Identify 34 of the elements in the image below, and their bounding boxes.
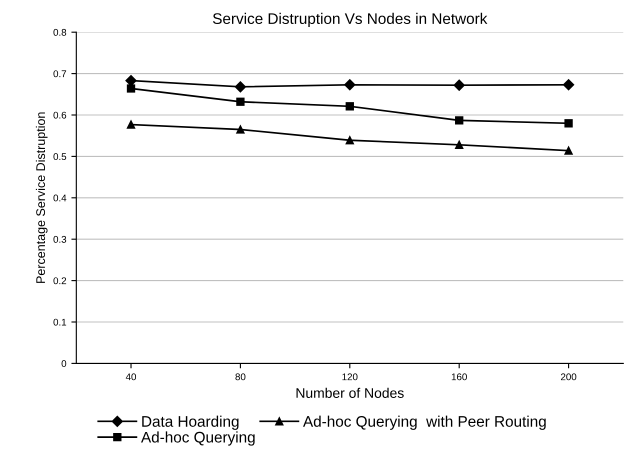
legend-label: Ad-hoc Querying with Peer Routing	[303, 416, 546, 430]
point	[562, 79, 574, 90]
point	[236, 98, 245, 106]
legend-label: Ad-hoc Querying	[141, 431, 255, 446]
point	[564, 146, 573, 155]
y-tick-label: 0.5	[53, 153, 66, 160]
x-tick-label: 80	[235, 373, 246, 380]
y-tick-label: 0.3	[53, 236, 66, 243]
y-tick-label: 0.7	[53, 70, 66, 78]
point	[346, 136, 354, 144]
point	[455, 116, 464, 125]
x-tick-label: 160	[452, 373, 467, 380]
point	[126, 84, 136, 93]
point	[236, 125, 245, 134]
chart-title: Service Distruption Vs Nodes in Network	[212, 12, 488, 28]
x-axis-title: Number of Nodes	[296, 388, 404, 398]
y-tick-label: 0.8	[53, 28, 66, 36]
y-tick-label: 0.4	[53, 194, 66, 202]
point	[564, 119, 573, 128]
y-tick-label: 0.1	[53, 318, 66, 326]
point	[234, 81, 246, 92]
x-tick-label: 120	[342, 373, 358, 380]
point	[344, 79, 356, 90]
point	[455, 140, 464, 149]
x-tick-label: 40	[126, 373, 136, 380]
y-tick-label: 0	[62, 360, 66, 368]
point	[126, 120, 136, 129]
legend-label: Data Hoarding	[142, 416, 239, 430]
y-tick-label: 0.6	[53, 112, 66, 119]
point	[346, 102, 354, 110]
y-axis-title: Percentage Service Distruption	[36, 112, 48, 283]
y-tick-label: 0.2	[53, 277, 66, 284]
x-tick-label: 200	[560, 373, 576, 380]
point	[454, 80, 465, 91]
